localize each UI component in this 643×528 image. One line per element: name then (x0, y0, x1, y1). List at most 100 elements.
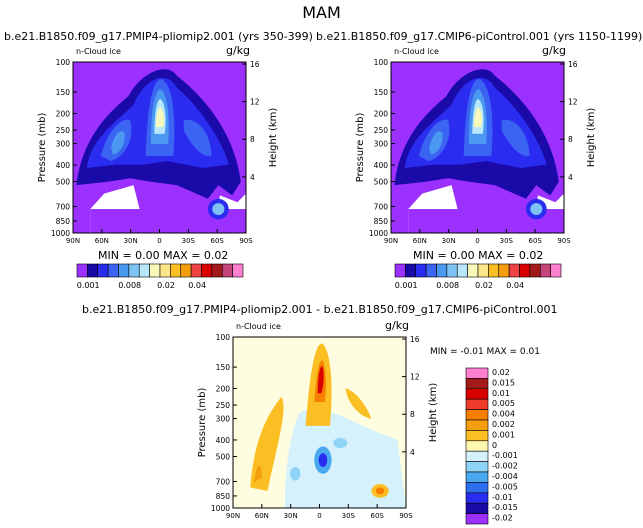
colorbar-cell (118, 263, 130, 278)
colorbar-cell (465, 388, 489, 400)
colorbar-cell (508, 263, 520, 278)
colorbar-cell (465, 513, 489, 525)
contour-center-4 (474, 107, 483, 127)
colorbar-cell (465, 398, 489, 410)
contour-level-1b (90, 209, 246, 233)
contour-level-1b (408, 209, 564, 233)
contour-right-blob (183, 119, 212, 157)
xtick-label: 90N (384, 237, 398, 245)
diff-left-core (253, 464, 263, 483)
ytick-label: 850 (216, 492, 231, 501)
xtick-label: 60N (255, 512, 269, 520)
contour-center-4 (156, 107, 165, 127)
colorbar-cell (465, 378, 489, 390)
colorbar-cell (465, 409, 489, 421)
ytick-label: 200 (56, 109, 71, 118)
panel-1-stats: MIN = 0.00 MAX = 0.02 (98, 249, 229, 262)
ytick-label: 1000 (51, 229, 70, 238)
colorbar-cell (170, 263, 182, 278)
diff-neg-left (290, 466, 301, 481)
ytick-label: 500 (374, 178, 389, 187)
panel-2-plot (390, 61, 565, 278)
xtick-label: 90S (557, 237, 571, 245)
ytick-label: 700 (374, 203, 389, 212)
panel-2-units: g/kg (542, 44, 567, 57)
xtick-label: 90S (399, 512, 413, 520)
colorbar-cell (76, 263, 88, 278)
panel-3-title: b.e21.B1850.f09_g17.PMIP4-pliomip2.001 -… (82, 303, 558, 316)
xtick-label: 30N (442, 237, 456, 245)
ylabel-right: Height (km) (428, 383, 439, 443)
colorbar-cell (159, 263, 171, 278)
colorbar-label: 0.015 (492, 378, 515, 387)
contour-south-core (530, 203, 543, 216)
diff-right-pos (345, 388, 372, 420)
ytick-label: 400 (56, 161, 71, 170)
xtick-label: 0 (475, 237, 479, 245)
colorbar-label: 0.002 (492, 420, 515, 429)
colorbar-cell (465, 419, 489, 431)
panel-3-stats: MIN = -0.01 MAX = 0.01 (430, 347, 540, 357)
colorbar-label: -0.02 (492, 514, 513, 523)
colorbar-cell (97, 263, 109, 278)
colorbar-label: 0.001 (77, 281, 100, 290)
ytick-label: 700 (56, 203, 71, 212)
xtick-label: 0 (157, 237, 161, 245)
xtick-label: 30S (342, 512, 356, 520)
xtick-label: 0 (317, 512, 321, 520)
ytick-label: 100 (216, 333, 231, 342)
colorbar-cell (465, 471, 489, 483)
colorbar-label: 0.04 (188, 281, 206, 290)
colorbar-cell (550, 263, 562, 278)
xtick-label: 90N (226, 512, 240, 520)
colorbar-cell (465, 430, 489, 442)
xtick-label: 60S (210, 237, 224, 245)
xtick-label: 60S (528, 237, 542, 245)
diff-center-max (317, 366, 324, 394)
colorbar-cell (211, 263, 223, 278)
colorbar-cell (180, 263, 192, 278)
ytick-right-label: 8 (250, 135, 255, 144)
panel-1-title: b.e21.B1850.f09_g17.PMIP4-pliomip2.001 (… (4, 30, 313, 43)
colorbar-cell (446, 263, 458, 278)
colorbar-cell (477, 263, 489, 278)
xtick-label: 30S (500, 237, 514, 245)
colorbar-label: 0.001 (492, 430, 515, 439)
ytick-label: 200 (216, 384, 231, 393)
colorbar-cell (394, 263, 406, 278)
diff-neg-right (333, 437, 348, 449)
colorbar-cell (87, 263, 99, 278)
colorbar-label: 0.005 (492, 399, 515, 408)
colorbar-label: -0.01 (492, 493, 513, 502)
ytick-right-label: 12 (410, 373, 420, 382)
ytick-label: 150 (56, 88, 71, 97)
ylabel: Pressure (mb) (197, 388, 208, 458)
ytick-right-label: 16 (410, 335, 420, 344)
ylabel: Pressure (mb) (37, 113, 48, 183)
panel-2-variable: n-Cloud ice (394, 47, 439, 56)
xtick-label: 60S (370, 512, 384, 520)
colorbar-cell (232, 263, 244, 278)
colorbar-cell (465, 461, 489, 473)
panel-1-variable: n-Cloud ice (76, 47, 121, 56)
ytick-label: 100 (56, 58, 71, 67)
colorbar-label: 0.001 (395, 281, 418, 290)
colorbar-cell (529, 263, 541, 278)
colorbar-cell (138, 263, 150, 278)
ytick-label: 500 (216, 453, 231, 462)
colorbar-cell (190, 263, 202, 278)
colorbar-label: -0.015 (492, 503, 518, 512)
xtick-label: 30N (124, 237, 138, 245)
ytick-label: 700 (216, 478, 231, 487)
colorbar-cell (221, 263, 233, 278)
colorbar-cell (465, 482, 489, 494)
ytick-label: 150 (374, 88, 389, 97)
ytick-right-label: 12 (250, 98, 260, 107)
ylabel: Pressure (mb) (355, 113, 366, 183)
colorbar-cell (488, 263, 500, 278)
colorbar-label: -0.005 (492, 482, 518, 491)
ytick-label: 300 (56, 140, 71, 149)
colorbar-label: -0.001 (492, 451, 518, 460)
colorbar-cell (465, 367, 489, 379)
main-title: MAM (302, 3, 341, 22)
